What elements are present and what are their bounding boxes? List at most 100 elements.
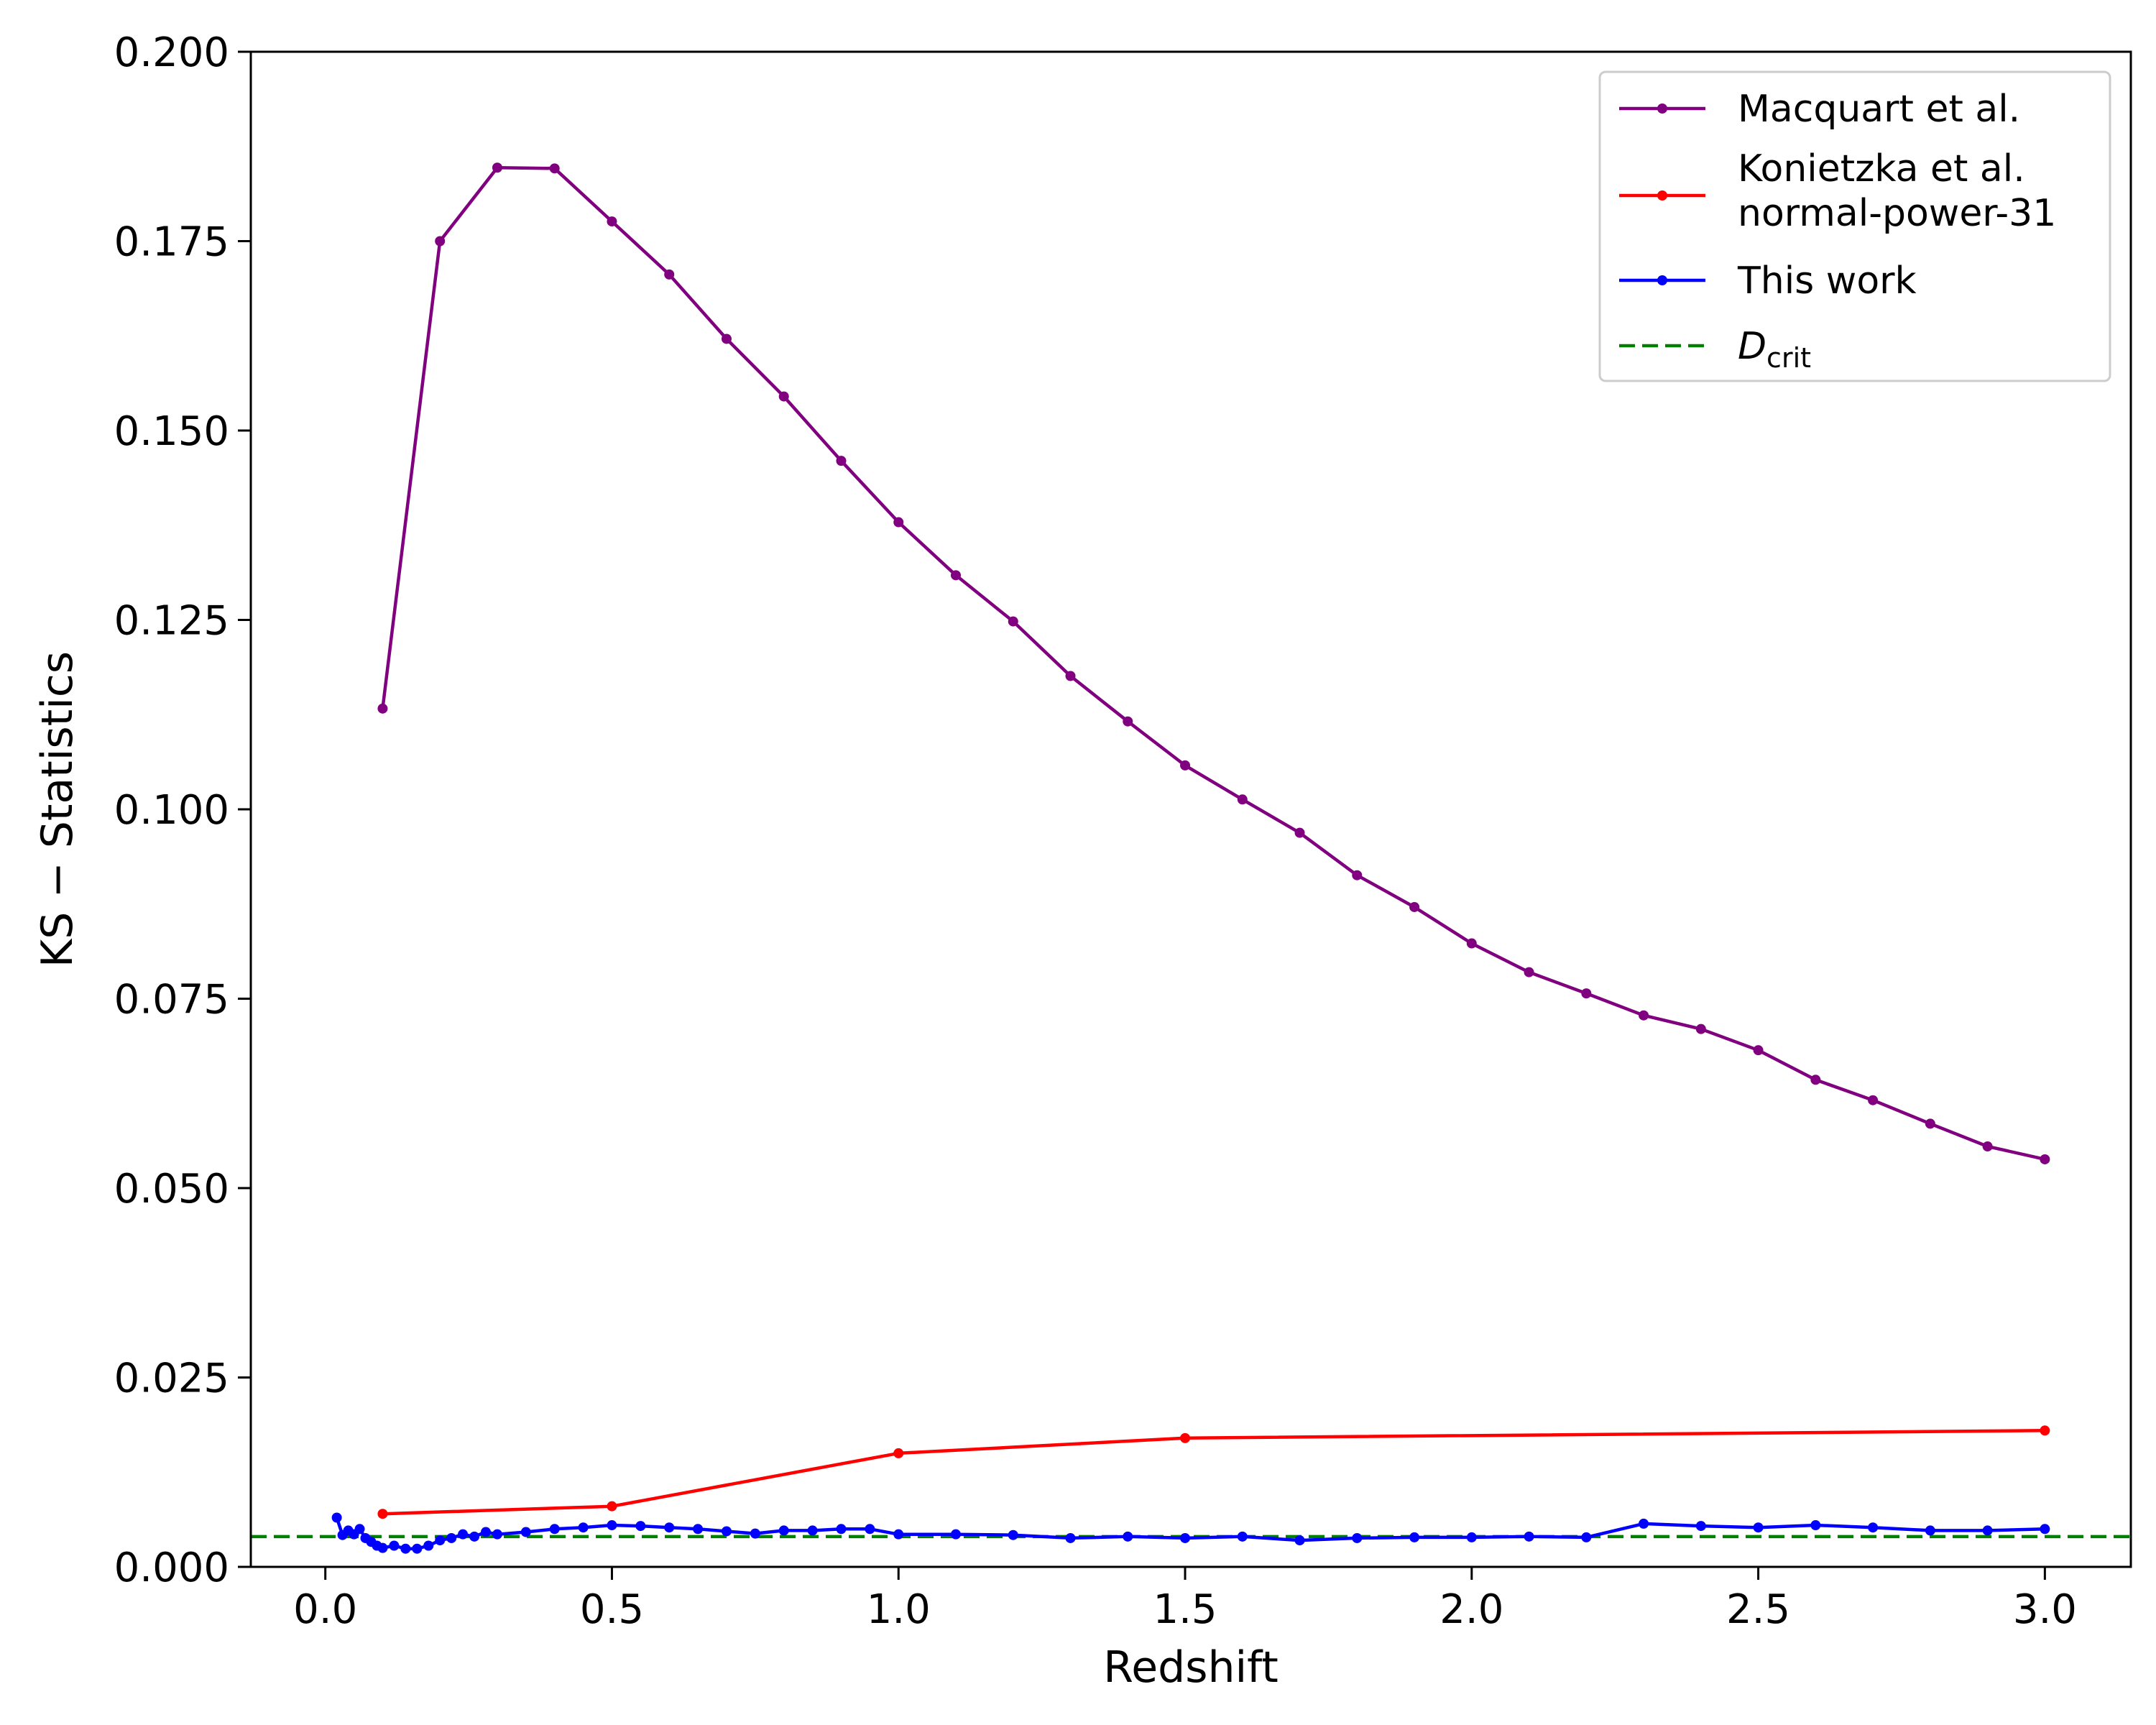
data-point [377, 1509, 388, 1519]
data-point [1581, 988, 1592, 999]
x-tick-label: 2.5 [1726, 1586, 1790, 1633]
legend-label: normal-power-31 [1738, 192, 2056, 235]
data-point [1237, 1531, 1248, 1542]
data-point [412, 1543, 423, 1554]
data-point [2040, 1154, 2050, 1164]
data-point [1810, 1075, 1821, 1085]
data-point [1925, 1118, 1935, 1129]
data-point [481, 1527, 491, 1537]
legend-swatch-marker [1657, 275, 1667, 285]
data-point [1524, 967, 1534, 978]
legend-label: This work [1737, 259, 1917, 303]
data-point [492, 1529, 502, 1540]
legend-label-d: D [1738, 325, 1766, 368]
y-tick-label: 0.050 [114, 1166, 229, 1213]
x-tick-label: 3.0 [2013, 1586, 2077, 1633]
data-point [1753, 1045, 1764, 1056]
data-point [435, 1535, 446, 1546]
data-point [1409, 1532, 1420, 1542]
y-tick-label: 0.125 [114, 598, 229, 645]
data-point [1695, 1521, 1706, 1532]
data-point [1925, 1525, 1935, 1536]
data-point [1065, 1532, 1076, 1543]
data-point [1008, 1530, 1018, 1540]
data-point [400, 1543, 411, 1554]
data-point [807, 1525, 818, 1536]
data-point [1581, 1532, 1592, 1542]
data-point [377, 1542, 388, 1553]
data-point [1466, 938, 1477, 949]
y-tick-label: 0.150 [114, 408, 229, 455]
data-point [446, 1532, 457, 1543]
data-point [1982, 1525, 1993, 1536]
legend-box [1598, 70, 2111, 382]
data-point [2040, 1425, 2050, 1436]
data-point [1180, 760, 1191, 770]
x-axis-title: Redshift [1103, 1642, 1279, 1693]
data-point [1868, 1522, 1879, 1533]
legend-swatch-marker [1657, 190, 1667, 201]
data-point [354, 1524, 365, 1535]
x-tick-label: 1.0 [867, 1586, 931, 1633]
data-point [1753, 1522, 1764, 1533]
data-point [865, 1524, 875, 1535]
x-tick-label: 1.5 [1153, 1586, 1217, 1633]
data-point [721, 334, 732, 344]
data-point [377, 703, 388, 714]
data-point [1810, 1520, 1821, 1531]
y-tick-label: 0.000 [114, 1545, 229, 1591]
data-point [1065, 671, 1076, 681]
data-point [1695, 1024, 1706, 1034]
data-point [778, 1525, 789, 1536]
data-point [664, 1522, 675, 1533]
data-point [1409, 901, 1420, 912]
data-point [693, 1524, 704, 1535]
data-point [1294, 827, 1305, 838]
data-point [331, 1512, 342, 1523]
y-axis: 0.000 0.025 0.050 0.075 0.100 0.125 0.150 0.175… [114, 29, 251, 1591]
data-point [1524, 1531, 1534, 1542]
data-point [836, 456, 847, 466]
data-point [469, 1531, 480, 1542]
x-tick-label: 0.5 [580, 1586, 644, 1633]
x-axis: 0.0 0.5 1.0 1.5 2.0 2.5 3.0 [293, 1567, 2077, 1633]
data-point [520, 1527, 531, 1537]
data-point [893, 1529, 904, 1540]
data-point [721, 1526, 732, 1537]
data-point [1982, 1141, 1993, 1152]
y-tick-label: 0.100 [114, 787, 229, 834]
plot-data-layer [251, 162, 2131, 1554]
legend: Macquart et al. Konietzka et al.normal-po… [1598, 70, 2111, 382]
legend-label: Konietzka et al. [1738, 147, 2025, 190]
data-point [458, 1529, 469, 1540]
data-point [2040, 1524, 2050, 1535]
data-point [951, 570, 961, 581]
data-point [1294, 1535, 1305, 1546]
data-point [836, 1524, 847, 1535]
data-point [1123, 716, 1133, 727]
data-point [778, 391, 789, 402]
data-point [1237, 794, 1248, 805]
data-point [435, 236, 446, 247]
y-tick-label: 0.200 [114, 29, 229, 76]
y-tick-label: 0.025 [114, 1356, 229, 1402]
data-point [607, 1501, 617, 1512]
legend-label-crit: crit [1766, 342, 1811, 374]
data-point [423, 1540, 434, 1551]
data-point [1352, 1532, 1363, 1543]
legend-label-d-crit: Dcrit [1738, 325, 1811, 374]
data-point [1639, 1010, 1649, 1021]
data-point [1466, 1532, 1477, 1542]
legend-swatch-marker [1657, 104, 1667, 114]
data-point [607, 216, 617, 227]
data-point [1123, 1531, 1133, 1542]
data-point [893, 1448, 904, 1458]
data-point [635, 1521, 646, 1532]
data-point [578, 1522, 589, 1533]
data-point [893, 517, 904, 528]
data-point [750, 1528, 760, 1539]
legend-label: Macquart et al. [1738, 88, 2020, 131]
data-point [607, 1520, 617, 1531]
data-point [1352, 870, 1363, 880]
x-tick-label: 2.0 [1439, 1586, 1503, 1633]
